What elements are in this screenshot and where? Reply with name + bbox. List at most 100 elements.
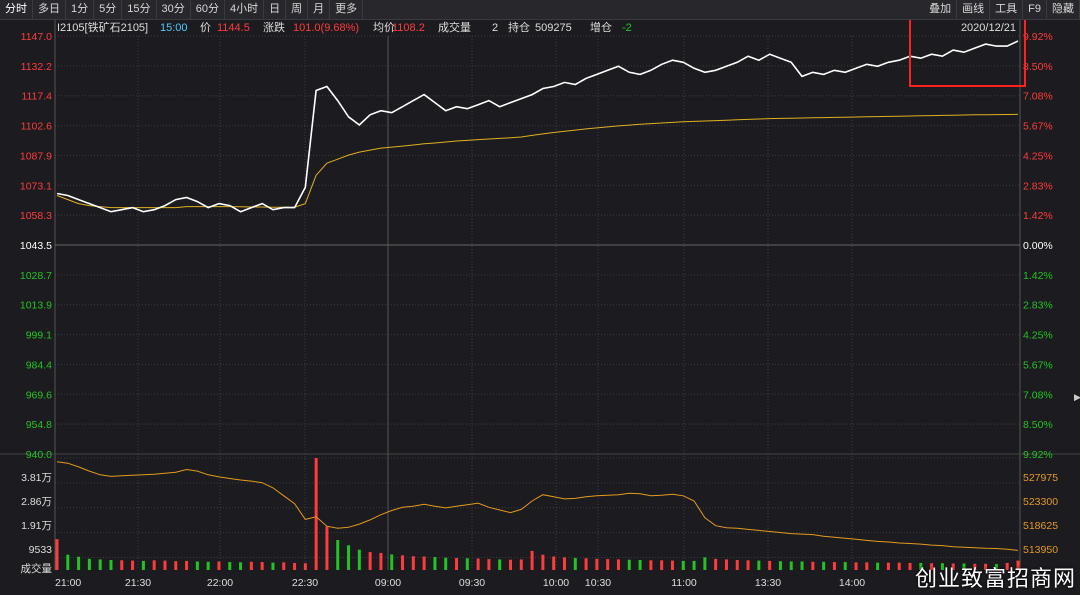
volume-tick: 1.91万 bbox=[21, 520, 52, 532]
volume-bar bbox=[174, 561, 178, 570]
volume-bar bbox=[120, 560, 124, 570]
volume-bar bbox=[498, 559, 502, 570]
highlight-box bbox=[909, 20, 1026, 87]
volume-bar bbox=[1016, 560, 1020, 570]
tab-left-0[interactable]: 分时 bbox=[0, 0, 33, 19]
volume-bar bbox=[865, 562, 869, 570]
volume-bar bbox=[141, 560, 145, 570]
volume-bar bbox=[746, 560, 750, 570]
volume-bar bbox=[314, 458, 318, 570]
tab-left-6[interactable]: 60分 bbox=[191, 0, 225, 19]
volume-bar bbox=[379, 552, 383, 570]
time-tick: 14:00 bbox=[839, 577, 865, 589]
volume-bar bbox=[1005, 562, 1009, 570]
volume-bar bbox=[714, 558, 718, 570]
volume-bar bbox=[627, 559, 631, 570]
price-tick: 1147.0 bbox=[21, 31, 52, 43]
time-tick: 09:00 bbox=[375, 577, 401, 589]
info-symbol: I2105[铁矿石2105] bbox=[57, 21, 148, 34]
info-time: 15:00 bbox=[160, 22, 188, 34]
volume-bar bbox=[919, 562, 923, 570]
volume-bar bbox=[109, 560, 113, 570]
volume-bar bbox=[55, 539, 59, 570]
info-oi: 509275 bbox=[535, 22, 572, 34]
volume-bar bbox=[778, 561, 782, 570]
tab-left-9[interactable]: 周 bbox=[286, 0, 309, 19]
pct-tick: 1.42% bbox=[1023, 270, 1053, 282]
volume-bar bbox=[455, 557, 459, 570]
time-tick: 09:30 bbox=[459, 577, 485, 589]
scroll-right-icon[interactable]: ▶ bbox=[1074, 392, 1080, 402]
volume-bar bbox=[163, 560, 167, 570]
info-price-label: 价 bbox=[200, 21, 211, 34]
price-tick: 1102.6 bbox=[21, 121, 52, 133]
volume-bar bbox=[271, 562, 275, 570]
price-line bbox=[56, 40, 1019, 213]
volume-label: 成交量 bbox=[21, 562, 53, 575]
volume-bar bbox=[552, 556, 556, 570]
volume-bar bbox=[260, 562, 264, 570]
volume-bar bbox=[530, 550, 534, 570]
volume-bar bbox=[519, 559, 523, 570]
volume-bar bbox=[131, 560, 135, 570]
volume-bar bbox=[401, 555, 405, 570]
time-tick: 21:30 bbox=[125, 577, 151, 589]
volume-bar bbox=[897, 562, 901, 570]
tab-left-11[interactable]: 更多 bbox=[330, 0, 364, 19]
tab-left-1[interactable]: 多日 bbox=[33, 0, 66, 19]
time-tick: 21:00 bbox=[55, 577, 81, 589]
price-tick: 969.6 bbox=[26, 389, 52, 401]
watermark-text: 创业致富招商网 bbox=[914, 567, 1076, 592]
volume-axis-left: 3.81万 2.86万 1.91万 9533 成交量 bbox=[21, 472, 53, 575]
volume-bar bbox=[509, 559, 513, 570]
price-tick: 1117.4 bbox=[21, 91, 52, 103]
volume-bar bbox=[206, 561, 210, 570]
tab-left-7[interactable]: 4小时 bbox=[225, 0, 265, 19]
pct-tick: 0.00% bbox=[1023, 240, 1053, 252]
volume-bar bbox=[811, 561, 815, 570]
tab-left-3[interactable]: 5分 bbox=[94, 0, 123, 19]
pct-tick: 4.25% bbox=[1023, 330, 1053, 342]
time-tick: 22:30 bbox=[292, 577, 318, 589]
period-toolbar: 分时 多日 1分 5分 15分 30分 60分 4小时日周月更多 叠加 画线 工具 F9 隐藏 bbox=[0, 0, 1080, 20]
tab-right-4[interactable]: 隐藏 bbox=[1047, 0, 1080, 19]
tab-left-2[interactable]: 1分 bbox=[66, 0, 95, 19]
volume-bar bbox=[994, 564, 998, 570]
volume-tick: 3.81万 bbox=[21, 472, 52, 484]
volume-bar bbox=[638, 560, 642, 570]
volume-bar bbox=[768, 560, 772, 570]
volume-bar bbox=[703, 557, 707, 570]
volume-bar bbox=[293, 562, 297, 570]
price-tick: 999.1 bbox=[26, 330, 52, 342]
tab-left-4[interactable]: 15分 bbox=[122, 0, 157, 19]
tab-left-8[interactable]: 日 bbox=[264, 0, 287, 19]
tab-right-0[interactable]: 叠加 bbox=[924, 0, 958, 19]
volume-bar bbox=[930, 563, 934, 570]
volume-bar bbox=[433, 557, 437, 570]
price-axis-left: 1147.0 1132.2 1117.4 1102.6 1087.9 1073.1 1058… bbox=[20, 31, 52, 461]
tab-right-2[interactable]: 工具 bbox=[990, 0, 1024, 19]
pct-tick: 8.50% bbox=[1023, 419, 1053, 431]
info-oi-label: 持仓 bbox=[508, 20, 530, 34]
volume-bar bbox=[487, 559, 491, 570]
volume-bar bbox=[249, 561, 253, 570]
pct-tick: 7.08% bbox=[1023, 91, 1053, 103]
volume-bar bbox=[282, 562, 286, 570]
volume-bar bbox=[660, 560, 664, 570]
volume-bar bbox=[152, 560, 156, 570]
tab-right-3[interactable]: F9 bbox=[1023, 0, 1047, 19]
volume-tick: 9533 bbox=[29, 544, 53, 556]
volume-bar bbox=[984, 563, 988, 570]
tab-left-5[interactable]: 30分 bbox=[157, 0, 191, 19]
volume-bar bbox=[757, 560, 761, 570]
intraday-chart[interactable]: I2105[铁矿石2105] 15:00 价 1144.5 涨跌 101.0(9.68%)… bbox=[0, 20, 1080, 595]
price-tick: 1132.2 bbox=[21, 61, 52, 73]
time-tick: 10:00 bbox=[543, 577, 569, 589]
tab-left-10[interactable]: 月 bbox=[308, 0, 331, 19]
info-avg: 1108.2 bbox=[392, 22, 425, 34]
price-tick: 1058.3 bbox=[20, 210, 52, 222]
info-oi-chg: -2 bbox=[622, 22, 632, 34]
pct-tick: 4.25% bbox=[1023, 150, 1053, 162]
volume-bar bbox=[908, 562, 912, 570]
tab-right-1[interactable]: 画线 bbox=[957, 0, 991, 19]
